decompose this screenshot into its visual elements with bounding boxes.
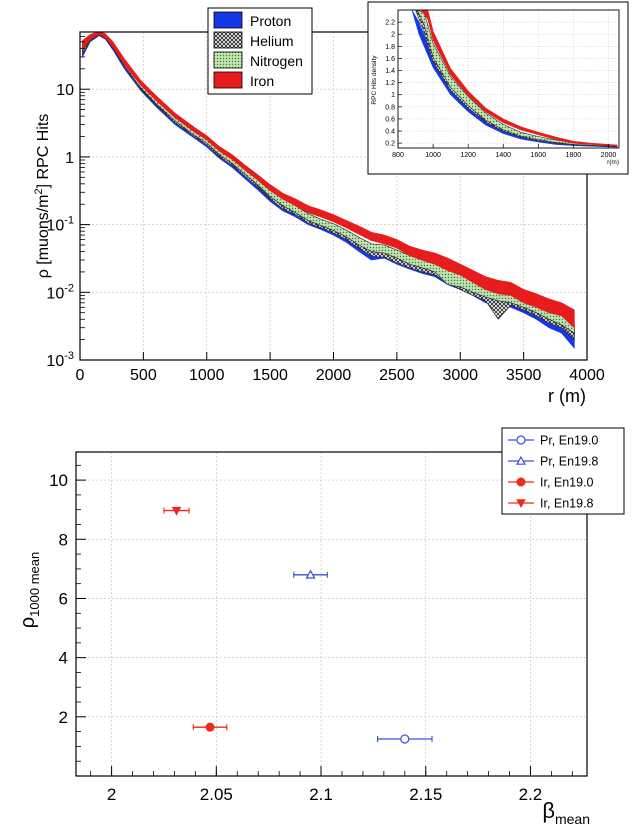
main-x-tick-label: 3500 [506, 367, 542, 384]
scatter-x-axis-label: βmean [542, 798, 590, 827]
inset-chart: 800 1000 1200 1400 1600 1800 2000 0.2 0.4 0.6 0.8 1… [367, 1, 629, 175]
inset-y-tick-label: 0.4 [385, 129, 395, 136]
scatter-point [171, 506, 182, 516]
main-x-tick-label: 2500 [379, 367, 415, 384]
scatter-legend-label: Ir, En19.0 [540, 476, 594, 490]
main-x-tick-label: 1000 [189, 367, 225, 384]
scatter-grid [76, 452, 587, 776]
scatter-legend: Pr, En19.0 Pr, En19.8 Ir, En19.0 Ir, En19.8 [501, 427, 625, 515]
scatter-y-tick-label: 2 [59, 708, 68, 727]
main-y-tick-label: 10 [56, 82, 74, 99]
main-x-tick-label: 4000 [569, 367, 605, 384]
legend-label-proton: Proton [250, 13, 291, 29]
main-x-tick-label: 500 [130, 367, 157, 384]
main-x-tick-label: 2000 [316, 367, 352, 384]
inset-series-bands [411, 9, 618, 148]
scatter-y-tick-label: 10 [49, 471, 68, 490]
scatter-x-tick-label: 2 [107, 785, 116, 804]
main-density-chart: 0 500 1000 1500 2000 2500 3000 3500 4000 10-3 10-2… [33, 7, 605, 406]
inset-y-tick-label: 1 [391, 92, 395, 99]
main-y-tick-label: 10-3 [46, 350, 74, 370]
inset-x-tick-label: 1800 [566, 152, 582, 159]
scatter-y-tick-label: 4 [59, 649, 68, 668]
main-x-tick-label: 3000 [442, 367, 478, 384]
inset-x-tick-label: 1400 [495, 152, 511, 159]
inset-y-tick-label: 1.6 [385, 56, 395, 63]
scatter-legend-label: Pr, En19.0 [540, 434, 598, 448]
scatter-ticks: 2 2.05 2.1 2.15 2.2 2 4 6 8 10 [49, 464, 573, 804]
inset-x-tick-label: 1000 [425, 152, 441, 159]
inset-y-tick-label: 0.6 [385, 116, 395, 123]
legend-swatch-nitrogen [213, 51, 243, 69]
inset-y-tick-label: 2 [391, 32, 395, 39]
inset-x-tick-label: 800 [392, 152, 404, 159]
legend-swatch-proton [213, 11, 243, 29]
inset-y-tick-label: 1.8 [385, 44, 395, 51]
scatter-legend-marker [516, 477, 526, 487]
scatter-point [400, 734, 410, 744]
scatter-legend-label: Pr, En19.8 [540, 455, 598, 469]
main-y-axis-label: ρ [muons/m2] RPC Hits [33, 114, 52, 279]
scatter-point [305, 569, 316, 579]
scatter-points [163, 506, 433, 744]
main-band-iron [82, 31, 575, 329]
scatter-legend-label: Ir, En19.8 [540, 497, 594, 511]
inset-x-tick-label: 2000 [601, 152, 617, 159]
main-legend: Proton Helium Nitrogen Iron [207, 7, 313, 95]
legend-label-nitrogen: Nitrogen [250, 53, 303, 69]
legend-label-helium: Helium [250, 33, 294, 49]
main-x-tick-label: 0 [76, 367, 85, 384]
scatter-y-axis-label: ρ1000 mean [17, 552, 42, 628]
main-series-bands [82, 31, 575, 350]
inset-y-axis-label: RPC Hits density [371, 55, 378, 105]
inset-plot-frame [397, 9, 620, 149]
inset-y-tick-label: 2.2 [385, 20, 395, 27]
scatter-point [205, 722, 215, 732]
scatter-legend-marker [516, 499, 526, 509]
scatter-x-tick-label: 2.15 [409, 785, 442, 804]
scatter-chart: 2 2.05 2.1 2.15 2.2 2 4 6 8 10 ρ1000 mean βmean P… [17, 427, 625, 827]
inset-y-tick-label: 0.2 [385, 141, 395, 148]
legend-swatch-iron [213, 71, 243, 89]
scatter-legend-marker [516, 435, 526, 445]
inset-x-axis-label: r(m) [607, 159, 619, 166]
main-y-tick-label: 10-2 [46, 282, 74, 302]
legend-label-iron: Iron [250, 73, 274, 89]
inset-ticks: 800 1000 1200 1400 1600 1800 2000 0.2 0.4 0.6 0.8 1… [385, 20, 616, 159]
scatter-legend-marker [515, 455, 527, 465]
main-x-axis-label: r (m) [548, 386, 586, 406]
scatter-y-tick-label: 6 [59, 589, 68, 608]
legend-swatch-helium [213, 31, 243, 49]
scatter-y-tick-label: 8 [59, 530, 68, 549]
scatter-x-tick-label: 2.2 [519, 785, 543, 804]
inset-y-tick-label: 1.2 [385, 80, 395, 87]
scatter-plot-frame [75, 451, 588, 777]
main-x-tick-label: 1500 [252, 367, 288, 384]
inset-band-iron [420, 9, 618, 147]
inset-y-tick-label: 1.4 [385, 68, 395, 75]
inset-x-tick-label: 1600 [531, 152, 547, 159]
inset-y-tick-label: 0.8 [385, 104, 395, 111]
main-ticks: 0 500 1000 1500 2000 2500 3000 3500 4000 10-3 10-2… [46, 36, 605, 384]
main-y-tick-label: 1 [65, 150, 74, 167]
scatter-x-tick-label: 2.1 [309, 785, 333, 804]
inset-x-tick-label: 1200 [460, 152, 476, 159]
scatter-x-tick-label: 2.05 [200, 785, 233, 804]
